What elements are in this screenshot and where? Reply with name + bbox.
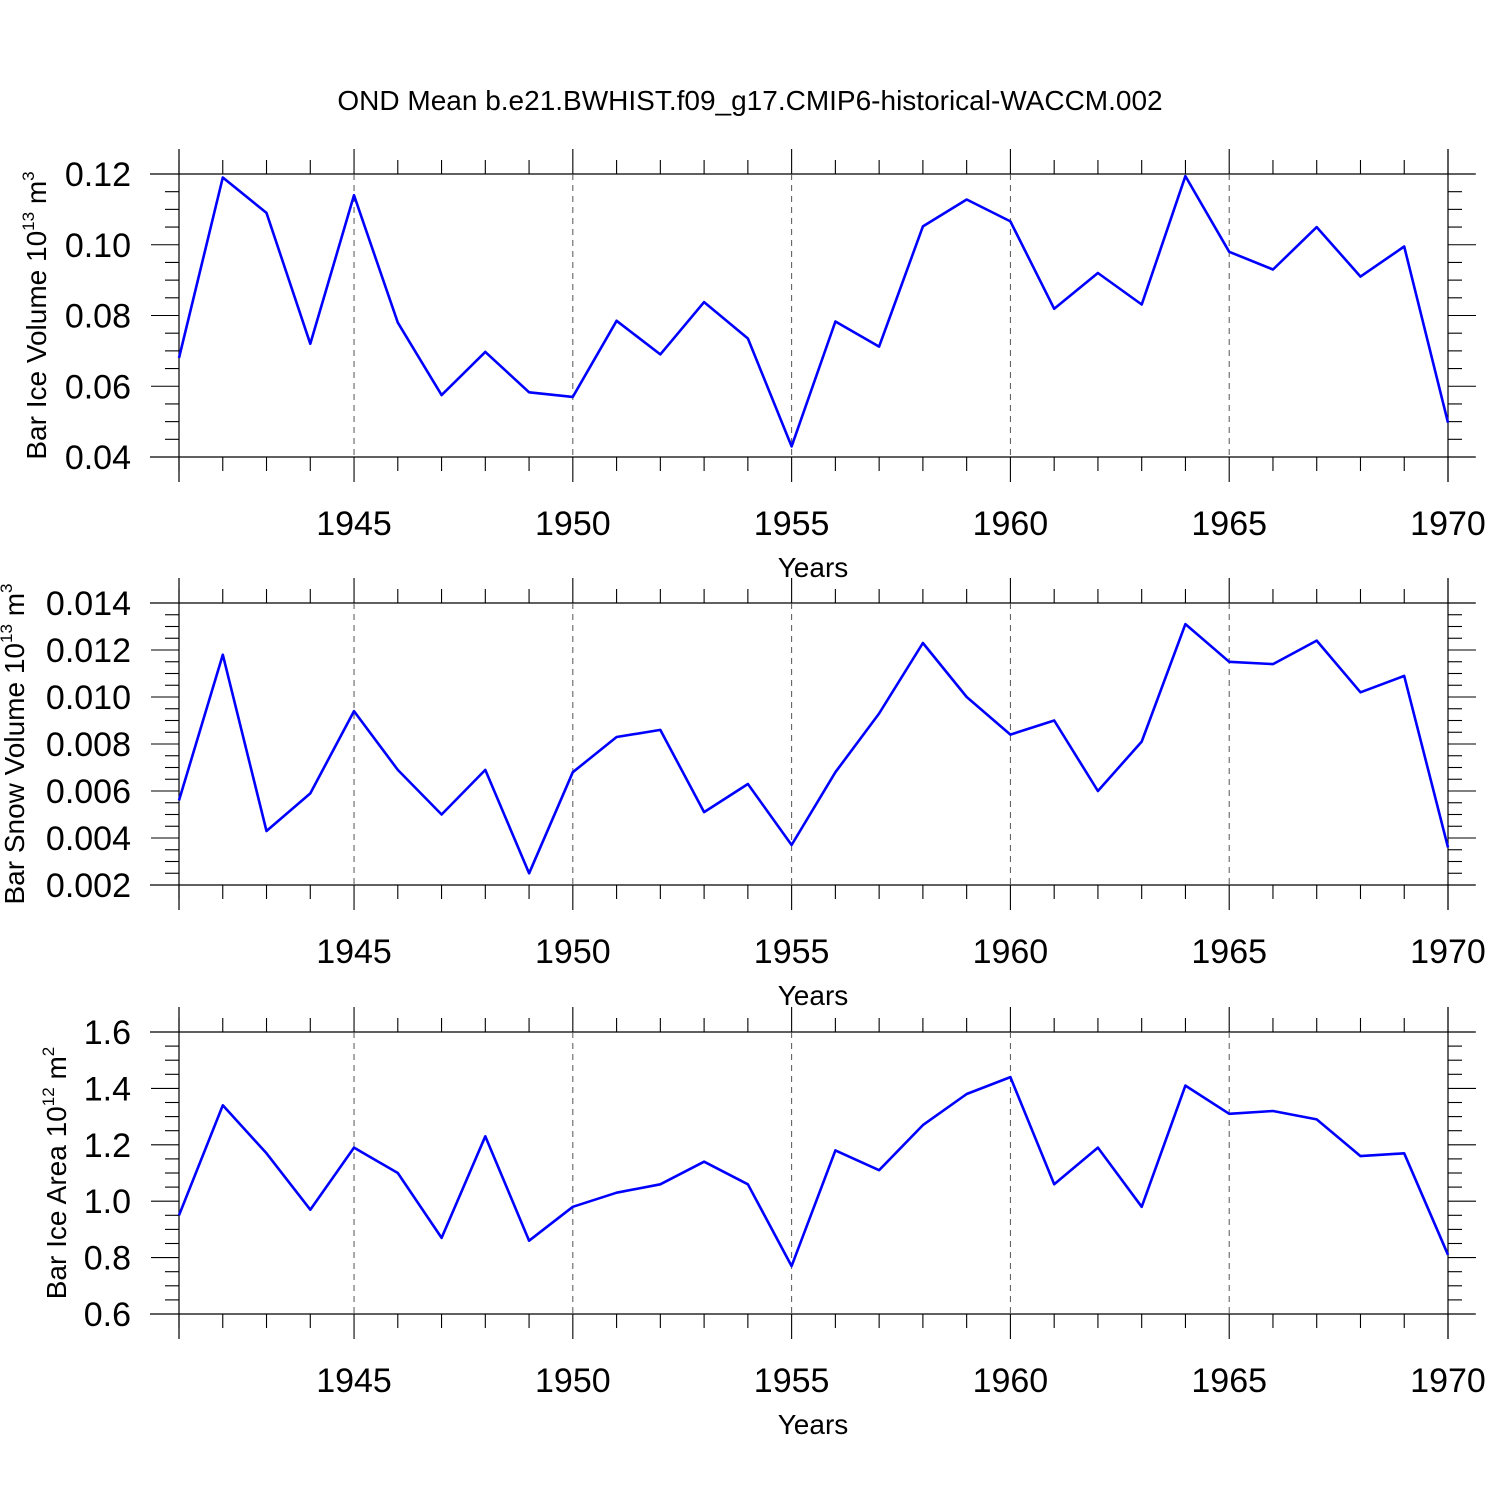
panel-2: 1945 1950 1955 1960 1965 1970 Years 0.002 0.004 0… [0, 578, 1486, 1011]
x-tick-label: 1965 [1191, 1362, 1267, 1400]
y-tick-label: 1.4 [84, 1070, 131, 1108]
x-tick-label: 1960 [973, 1362, 1049, 1400]
x-tick-label: 1960 [973, 933, 1049, 971]
y-tick-label: 0.08 [65, 298, 131, 336]
y-tick-label: 0.10 [65, 227, 131, 265]
series-line [177, 174, 1450, 448]
x-tick-label: 1955 [754, 933, 830, 971]
y-tick-label: 0.012 [46, 632, 131, 670]
x-tick-label: 1965 [1191, 505, 1267, 543]
y-tick-label: 0.12 [65, 156, 131, 194]
y-tick-label: 1.0 [84, 1183, 131, 1221]
y-tick-label: 1.6 [84, 1014, 131, 1052]
x-tick-label: 1970 [1410, 933, 1486, 971]
series-line [177, 622, 1450, 875]
chart-title: OND Mean b.e21.BWHIST.f09_g17.CMIP6-hist… [337, 85, 1162, 116]
x-tick-label: 1950 [535, 505, 611, 543]
x-tick-label: 1955 [754, 505, 830, 543]
x-tick-label: 1945 [316, 505, 392, 543]
y-tick-label: 0.006 [46, 773, 131, 811]
panel-1: 1945 1950 1955 1960 1965 1970 Years 0.04 0.06 0.0… [19, 149, 1486, 583]
series-line [177, 1075, 1450, 1268]
x-axis-label: Years [778, 1409, 849, 1440]
panels: 1945 1950 1955 1960 1965 1970 Years 0.04 0.06 0.0… [0, 149, 1486, 1440]
x-tick-label: 1945 [316, 1362, 392, 1400]
x-tick-label: 1950 [535, 933, 611, 971]
x-tick-label: 1970 [1410, 505, 1486, 543]
x-tick-label: 1950 [535, 1362, 611, 1400]
y-tick-label: 0.002 [46, 867, 131, 905]
y-tick-label: 0.8 [84, 1240, 131, 1278]
x-tick-label: 1970 [1410, 1362, 1486, 1400]
y-tick-label: 0.06 [65, 368, 131, 406]
y-axis-label: Bar Snow Volume 1013 m3 [0, 584, 30, 905]
x-tick-label: 1945 [316, 933, 392, 971]
y-tick-label: 1.2 [84, 1127, 131, 1165]
y-axis-label: Bar Ice Area 1012 m2 [39, 1047, 72, 1300]
y-tick-label: 0.010 [46, 679, 131, 717]
x-axis-label: Years [778, 552, 849, 583]
x-axis-label: Years [778, 980, 849, 1011]
y-tick-label: 0.004 [46, 820, 131, 858]
y-tick-label: 0.04 [65, 439, 131, 477]
y-tick-label: 0.008 [46, 726, 131, 764]
y-tick-label: 0.014 [46, 585, 131, 623]
x-tick-label: 1955 [754, 1362, 830, 1400]
panel-3: 1945 1950 1955 1960 1965 1970 Years 0.6 0.8 1.0 1.… [39, 1007, 1486, 1440]
x-tick-label: 1965 [1191, 933, 1267, 971]
x-tick-label: 1960 [973, 505, 1049, 543]
y-tick-label: 0.6 [84, 1296, 131, 1334]
y-axis-label: Bar Ice Volume 1013 m3 [19, 171, 52, 459]
